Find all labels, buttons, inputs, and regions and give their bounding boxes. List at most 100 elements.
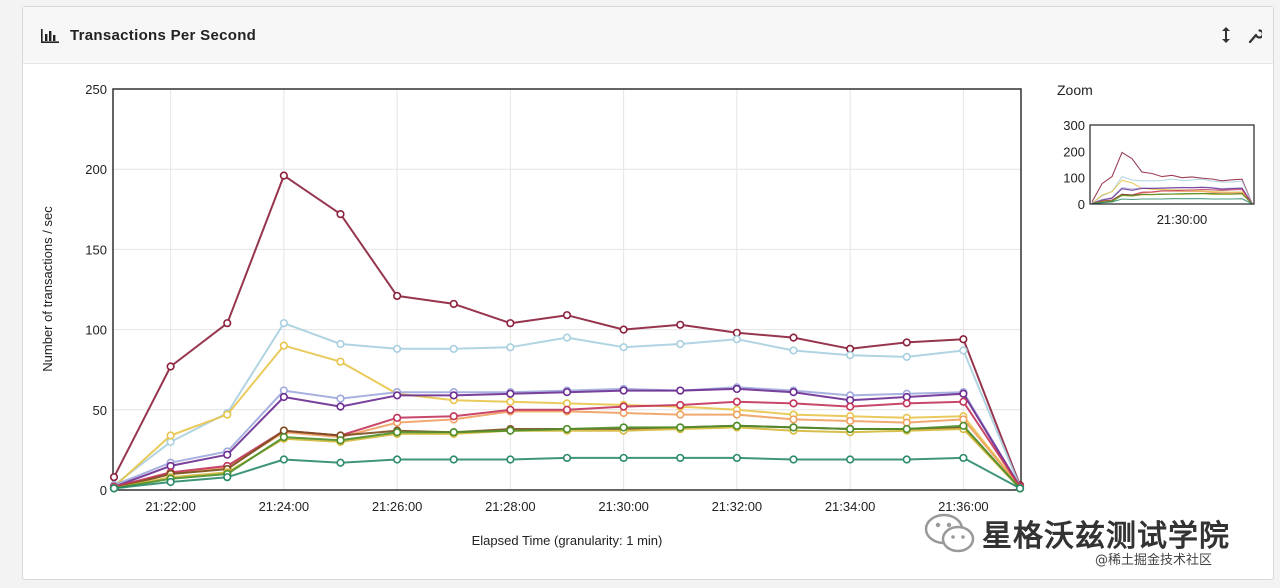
- series-group: [109, 171, 1025, 493]
- data-point: [449, 344, 458, 353]
- data-point: [166, 477, 175, 487]
- zoom-series-line: [1091, 192, 1253, 205]
- data-point: [223, 410, 232, 419]
- zoom-y-tick-labels: 0 100 200 300: [1063, 118, 1085, 212]
- data-point: [846, 396, 855, 405]
- data-point: [732, 384, 741, 394]
- y-tick-label: 250: [85, 82, 107, 97]
- zoom-series-line: [1091, 151, 1253, 204]
- data-point: [562, 453, 572, 463]
- series-6: [109, 397, 1025, 491]
- data-point: [223, 473, 232, 482]
- data-point: [902, 392, 911, 402]
- data-point: [732, 453, 741, 463]
- y-tick-label: 200: [85, 162, 107, 177]
- panel-title: Transactions Per Second: [70, 27, 257, 44]
- zoom-y-tick-label: 200: [1063, 144, 1085, 159]
- data-point: [959, 415, 968, 424]
- data-point: [393, 428, 402, 437]
- panel-header: Transactions Per Second: [23, 7, 1273, 64]
- data-point: [279, 386, 288, 395]
- data-point: [676, 410, 685, 419]
- x-tick-labels: 21:22:00 21:24:00 21:26:00 21:28:00 21:30:00…: [145, 499, 988, 514]
- data-point: [1015, 484, 1025, 493]
- data-point: [732, 335, 741, 344]
- watermark-text: 星格沃兹测试学院: [982, 519, 1230, 554]
- series-10: [109, 453, 1025, 493]
- data-point: [166, 431, 175, 440]
- zoom-series-group: [1091, 151, 1253, 205]
- data-point: [506, 455, 515, 464]
- resize-icon[interactable]: [1216, 25, 1236, 45]
- data-point: [902, 338, 911, 347]
- watermark-subtext: @稀土掘金技术社区: [1095, 553, 1213, 568]
- series-line: [113, 174, 1021, 486]
- data-point: [789, 388, 798, 397]
- series-2: [109, 341, 1025, 491]
- wechat-logo-icon: [924, 513, 975, 553]
- data-point: [676, 339, 685, 349]
- data-point: [562, 424, 572, 434]
- y-tick-labels: 0 50 100 150 200 250: [85, 82, 107, 498]
- series-0: [109, 171, 1025, 490]
- data-point: [279, 341, 288, 350]
- data-point: [676, 386, 685, 395]
- data-point: [393, 291, 402, 301]
- data-point: [732, 410, 741, 419]
- data-point: [846, 344, 855, 353]
- data-point: [506, 397, 515, 406]
- x-tick-label: 21:24:00: [259, 499, 310, 514]
- data-point: [393, 344, 402, 353]
- x-tick-label: 21:34:00: [825, 499, 876, 514]
- y-tick-label: 100: [85, 323, 107, 338]
- zoom-x-tick: 21:30:00: [1157, 212, 1208, 227]
- wrench-icon[interactable]: [1245, 25, 1265, 45]
- series-line: [113, 410, 1021, 488]
- data-point: [336, 394, 345, 403]
- zoom-series-line: [1091, 175, 1253, 204]
- data-point: [959, 453, 968, 463]
- data-point: [449, 412, 458, 421]
- data-point: [676, 320, 685, 329]
- data-point: [449, 428, 458, 437]
- data-point: [336, 436, 345, 445]
- data-point: [506, 389, 515, 398]
- data-point: [166, 437, 175, 446]
- data-point: [846, 416, 855, 426]
- x-tick-label: 21:28:00: [485, 499, 536, 514]
- series-line: [113, 456, 1021, 490]
- data-point: [562, 399, 572, 408]
- data-point: [166, 362, 175, 371]
- data-point: [506, 405, 515, 414]
- data-point: [789, 423, 798, 432]
- data-point: [223, 319, 232, 328]
- data-point: [336, 357, 345, 366]
- series-5: [109, 407, 1025, 491]
- y-axis-label: Number of transactions / sec: [40, 206, 55, 372]
- data-point: [166, 461, 175, 471]
- series-line: [113, 344, 1021, 488]
- zoom-y-tick-label: 0: [1078, 197, 1085, 212]
- plot-frame: [112, 88, 1022, 491]
- data-point: [789, 415, 798, 424]
- data-point: [902, 455, 911, 464]
- data-point: [846, 351, 855, 360]
- data-point: [676, 400, 685, 410]
- data-point: [562, 405, 572, 414]
- data-point: [223, 450, 232, 459]
- data-point: [619, 386, 628, 395]
- x-tick-label: 21:30:00: [598, 499, 649, 514]
- data-point: [902, 418, 911, 427]
- x-tick-label: 21:22:00: [145, 499, 196, 514]
- data-point: [902, 424, 911, 434]
- data-point: [506, 343, 515, 352]
- data-point: [562, 333, 572, 342]
- data-point: [336, 458, 345, 467]
- data-point: [789, 455, 798, 464]
- data-point: [279, 432, 288, 442]
- data-point: [902, 352, 911, 361]
- data-point: [336, 210, 345, 219]
- data-point: [279, 392, 288, 402]
- data-point: [393, 455, 402, 464]
